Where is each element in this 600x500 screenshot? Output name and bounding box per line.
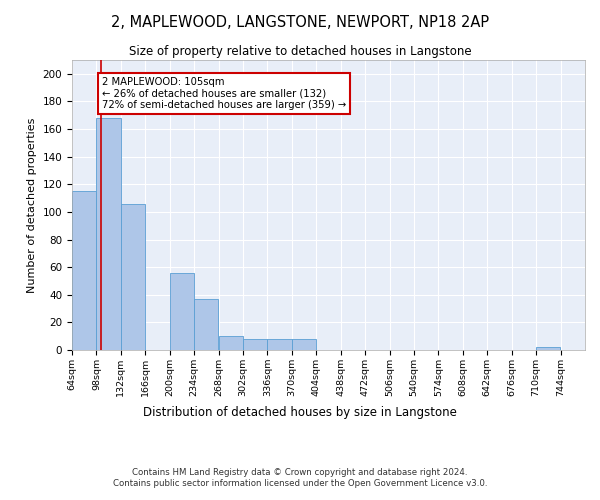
Text: Contains HM Land Registry data © Crown copyright and database right 2024.
Contai: Contains HM Land Registry data © Crown c… bbox=[113, 468, 487, 487]
Bar bbox=[194, 299, 218, 350]
Bar bbox=[121, 204, 145, 350]
Bar bbox=[97, 118, 121, 350]
Bar bbox=[72, 191, 97, 350]
Bar bbox=[268, 339, 292, 350]
Bar bbox=[292, 339, 316, 350]
Text: Size of property relative to detached houses in Langstone: Size of property relative to detached ho… bbox=[128, 45, 472, 58]
Bar bbox=[536, 347, 560, 350]
Y-axis label: Number of detached properties: Number of detached properties bbox=[27, 118, 37, 292]
Bar bbox=[218, 336, 243, 350]
Bar bbox=[243, 339, 268, 350]
Text: 2 MAPLEWOOD: 105sqm
← 26% of detached houses are smaller (132)
72% of semi-detac: 2 MAPLEWOOD: 105sqm ← 26% of detached ho… bbox=[102, 76, 346, 110]
Text: Distribution of detached houses by size in Langstone: Distribution of detached houses by size … bbox=[143, 406, 457, 419]
Text: 2, MAPLEWOOD, LANGSTONE, NEWPORT, NP18 2AP: 2, MAPLEWOOD, LANGSTONE, NEWPORT, NP18 2… bbox=[111, 15, 489, 30]
Bar bbox=[170, 272, 194, 350]
